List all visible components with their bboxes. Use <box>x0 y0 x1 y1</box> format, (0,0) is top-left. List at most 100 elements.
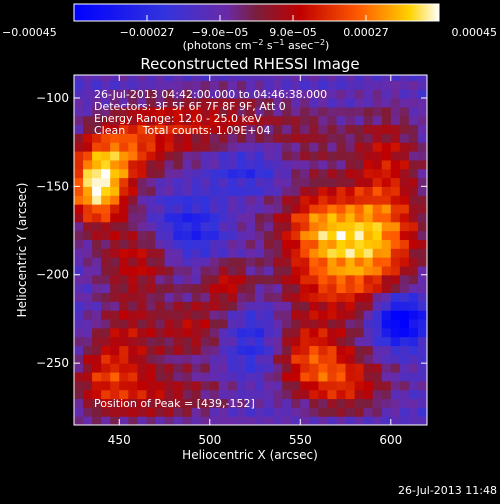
heatmap-cell <box>417 292 427 302</box>
heatmap-cell <box>146 106 157 117</box>
heatmap-cell <box>128 230 138 240</box>
heatmap-cell <box>74 186 84 196</box>
heatmap-cell <box>137 301 148 311</box>
heatmap-cell <box>101 177 111 187</box>
heatmap-cell <box>309 380 319 391</box>
heatmap-cell <box>146 363 157 373</box>
heatmap-cell <box>137 318 148 329</box>
heatmap-cell <box>119 159 129 170</box>
heatmap-cell <box>83 363 93 373</box>
heatmap-cell <box>236 115 247 126</box>
heatmap-cell <box>146 230 157 240</box>
heatmap-cell <box>74 274 84 285</box>
heatmap-cell <box>200 371 211 382</box>
heatmap-cell <box>101 97 111 108</box>
heatmap-cell <box>417 363 427 373</box>
heatmap-cell <box>372 124 383 134</box>
heatmap-cell <box>128 265 138 276</box>
heatmap-cell <box>390 380 401 391</box>
heatmap-cell <box>354 407 365 417</box>
heatmap-cell <box>218 177 229 187</box>
heatmap-cell <box>381 212 392 223</box>
heatmap-cell <box>363 301 374 311</box>
heatmap-cell <box>399 168 410 179</box>
heatmap-cell <box>336 195 347 205</box>
heatmap-cell <box>273 133 283 143</box>
heatmap-cell <box>164 89 175 99</box>
heatmap-cell <box>417 230 427 240</box>
heatmap-cell <box>137 416 148 425</box>
heatmap-cell <box>218 371 229 382</box>
heatmap-cell <box>146 301 157 311</box>
heatmap-cell <box>101 274 111 285</box>
heatmap-cell <box>327 318 338 329</box>
heatmap-cell <box>209 407 220 417</box>
heatmap-cell <box>399 230 410 240</box>
heatmap-cell <box>300 80 310 90</box>
heatmap-cell <box>110 159 120 170</box>
heatmap-cell <box>245 380 256 391</box>
heatmap-cell <box>372 177 383 187</box>
heatmap-cell <box>390 371 401 382</box>
heatmap-cell <box>101 89 111 99</box>
heatmap-cell <box>372 354 383 364</box>
heatmap-cell <box>92 354 102 364</box>
heatmap-cell <box>146 407 157 417</box>
heatmap-cell <box>137 89 148 99</box>
heatmap-cell <box>182 133 193 143</box>
heatmap-cell <box>255 239 265 249</box>
heatmap-cell <box>146 398 157 408</box>
heatmap-cell <box>200 318 211 329</box>
heatmap-cell <box>354 159 365 170</box>
heatmap-cell <box>74 292 84 302</box>
heatmap-cell <box>164 195 175 205</box>
y-tick-label: −100 <box>36 91 69 105</box>
heatmap-cell <box>336 354 347 364</box>
heatmap-cell <box>155 265 166 276</box>
heatmap-cell <box>318 345 329 355</box>
heatmap-cell <box>381 177 392 187</box>
heatmap-cell <box>372 257 383 267</box>
heatmap-cell <box>372 283 383 294</box>
heatmap-cell <box>390 177 401 187</box>
axis-ticks: 450 500 550 600−100−150−200−250 <box>36 75 427 447</box>
heatmap-cell <box>309 345 319 355</box>
heatmap-cell <box>119 380 129 391</box>
heatmap-cell <box>182 212 193 223</box>
heatmap-cell <box>92 248 102 258</box>
heatmap-cell <box>273 212 283 223</box>
heatmap-cell <box>336 389 347 400</box>
heatmap-cell <box>282 80 292 90</box>
heatmap-cell <box>273 186 283 196</box>
heatmap-cell <box>390 212 401 223</box>
heatmap-cell <box>83 115 93 126</box>
heatmap-cell <box>381 363 392 373</box>
heatmap-cell <box>363 389 374 400</box>
heatmap-cell <box>255 345 265 355</box>
heatmap-cell <box>255 133 265 143</box>
heatmap-cell <box>245 212 256 223</box>
heatmap-cell <box>191 89 202 99</box>
heatmap-cell <box>200 186 211 196</box>
heatmap-cell <box>227 151 238 161</box>
heatmap-cell <box>417 416 427 425</box>
heatmap-cell <box>128 363 138 373</box>
heatmap-cell <box>318 106 329 117</box>
heatmap-cell <box>164 354 175 364</box>
heatmap-cell <box>200 257 211 267</box>
heatmap-cell <box>182 265 193 276</box>
heatmap-cell <box>408 221 419 232</box>
heatmap-cell <box>164 115 175 126</box>
heatmap-cell <box>345 310 356 320</box>
heatmap-cell <box>137 177 148 187</box>
heatmap-cell <box>408 416 419 425</box>
heatmap-cell <box>417 177 427 187</box>
heatmap-cell <box>83 354 93 364</box>
heatmap-cell <box>218 212 229 223</box>
heatmap-cell <box>182 221 193 232</box>
heatmap-cell <box>164 168 175 179</box>
heatmap-cell <box>354 265 365 276</box>
heatmap-cell <box>191 265 202 276</box>
heatmap-cell <box>399 106 410 117</box>
heatmap-cell <box>363 80 374 90</box>
